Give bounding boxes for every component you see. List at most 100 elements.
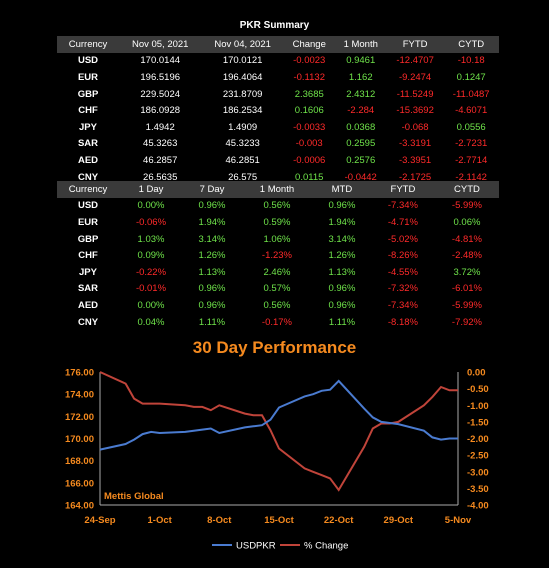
summary-row: USD 170.0144 170.0121 -0.0023 0.9461 -12.4707… [57, 53, 499, 70]
summary-value-cell: 0.0556 [456, 121, 486, 133]
performance-currency-cell: AED [77, 299, 99, 311]
performance-row: AED 0.00% 0.96% 0.56% 0.96% -7.34% -5.99% [57, 297, 499, 314]
summary-value-cell: 0.1606 [294, 105, 324, 117]
performance-value-cell: -5.99% [451, 299, 483, 311]
performance-value-cell: 1.06% [263, 233, 291, 245]
summary-value-cell: 0.0368 [346, 121, 376, 133]
summary-value-cell: 196.5196 [140, 71, 181, 83]
performance-value-cell: 0.96% [198, 200, 226, 212]
x-tick-label: 24-Sep [84, 515, 115, 526]
performance-value-cell: -4.55% [387, 266, 418, 278]
performance-value-cell: -0.01% [135, 283, 167, 295]
summary-value-cell: 0.1247 [456, 71, 486, 83]
performance-value-cell: 0.56% [263, 299, 291, 311]
summary-value-cell: 0.2595 [346, 138, 376, 150]
performance-value-cell: -7.34% [387, 299, 418, 311]
summary-value-cell: -2.1725 [398, 171, 432, 183]
summary-value-cell: -2.284 [347, 105, 375, 117]
summary-title: PKR Summary [239, 20, 310, 31]
performance-currency-cell: JPY [79, 266, 97, 278]
summary-row: JPY 1.4942 1.4909 -0.0033 0.0368 -0.068 0.0556 [57, 119, 499, 136]
performance-value-cell: -2.48% [451, 250, 483, 262]
performance-header-cell: MTD [312, 181, 371, 198]
series-line-pct-change [99, 371, 458, 492]
summary-value-cell: -3.3191 [398, 138, 432, 150]
performance-value-cell: 1.94% [328, 216, 356, 228]
performance-currency-cell: SAR [77, 283, 99, 295]
summary-value-cell: -9.2474 [398, 71, 432, 83]
performance-value-cell: -0.17% [261, 316, 293, 328]
summary-value-cell: 1.4909 [228, 121, 258, 133]
performance-value-cell: 0.96% [328, 200, 356, 212]
right-tick-label: -2.50 [467, 451, 489, 462]
summary-value-cell: 186.0928 [140, 105, 181, 117]
performance-row: CHF 0.09% 1.26% -1.23% 1.26% -8.26% -2.48% [57, 247, 499, 264]
pkr-summary-table: Currency Nov 05, 2021 Nov 04, 2021 Change 1 … [57, 36, 499, 185]
summary-value-cell: -12.4707 [396, 55, 434, 67]
right-tick-label: -3.00 [467, 467, 489, 478]
left-tick-label: 170.00 [65, 434, 94, 445]
performance-header-cell: 7 Day [182, 181, 242, 198]
x-tick-label: 15-Oct [264, 515, 294, 526]
summary-value-cell: 186.2534 [222, 105, 263, 117]
legend-label-usdpkr: USDPKR [236, 541, 276, 552]
summary-value-cell: 1.4942 [145, 121, 175, 133]
summary-currency-cell: CNY [77, 171, 99, 183]
summary-value-cell: -0.068 [401, 121, 429, 133]
performance-value-cell: -7.34% [387, 200, 418, 212]
summary-currency-cell: EUR [77, 71, 99, 83]
performance-value-cell: -0.06% [135, 216, 167, 228]
summary-value-cell: 46.2857 [143, 154, 178, 166]
performance-value-cell: 1.94% [198, 216, 226, 228]
performance-value-cell: 3.14% [328, 233, 356, 245]
summary-value-cell: -3.3951 [398, 154, 432, 166]
performance-value-cell: 3.72% [453, 266, 481, 278]
summary-value-cell: 46.2851 [225, 154, 260, 166]
summary-value-cell: -0.003 [295, 138, 323, 150]
summary-row: GBP 229.5024 231.8709 2.3685 2.4312 -11.5249 -… [57, 86, 499, 103]
performance-row: EUR -0.06% 1.94% 0.59% 1.94% -4.71% 0.06% [57, 214, 499, 231]
performance-value-cell: 0.00% [137, 200, 165, 212]
performance-table: Currency 1 Day 7 Day 1 Month MTD FYTD CYTD USD 0… [57, 181, 499, 330]
performance-value-cell: -1.23% [261, 250, 293, 262]
performance-value-cell: 1.13% [198, 266, 226, 278]
summary-value-cell: -4.6071 [455, 105, 488, 117]
summary-value-cell: 26.5635 [143, 171, 178, 183]
summary-value-cell: -0.0442 [344, 171, 377, 183]
summary-header-cell: 1 Month [334, 36, 387, 53]
performance-value-cell: 0.96% [328, 283, 356, 295]
summary-header-row: Currency Nov 05, 2021 Nov 04, 2021 Change 1 … [57, 36, 499, 53]
performance-value-cell: -6.01% [451, 283, 483, 295]
performance-row: SAR -0.01% 0.96% 0.57% 0.96% -7.32% -6.01% [57, 281, 499, 298]
performance-value-cell: 0.06% [453, 216, 481, 228]
performance-value-cell: 2.46% [263, 266, 291, 278]
right-tick-label: -3.50 [467, 484, 489, 495]
summary-header-cell: Nov 04, 2021 [201, 36, 284, 53]
performance-value-cell: 1.03% [137, 233, 165, 245]
summary-row: AED 46.2857 46.2851 -0.0006 0.2576 -3.3951 -2.… [57, 152, 499, 169]
right-tick-label: -1.50 [467, 417, 489, 428]
performance-row: USD 0.00% 0.96% 0.56% 0.96% -7.34% -5.99% [57, 198, 499, 215]
performance-currency-cell: EUR [77, 216, 99, 228]
summary-row: EUR 196.5196 196.4064 -0.1132 1.162 -9.2474 0.… [57, 69, 499, 86]
performance-value-cell: 3.14% [198, 233, 226, 245]
performance-header-cell: FYTD [370, 181, 435, 198]
x-tick-label: 8-Oct [207, 515, 232, 526]
summary-value-cell: 0.9461 [346, 55, 376, 67]
performance-currency-cell: GBP [77, 233, 99, 245]
performance-value-cell: -0.22% [135, 266, 167, 278]
summary-value-cell: -0.0023 [293, 55, 326, 67]
summary-value-cell: -2.7231 [455, 138, 488, 150]
summary-value-cell: 1.162 [348, 71, 373, 83]
performance-value-cell: -8.26% [387, 250, 418, 262]
performance-value-cell: 0.04% [137, 316, 165, 328]
summary-value-cell: -11.0487 [452, 88, 490, 100]
summary-value-cell: 170.0121 [222, 55, 263, 67]
summary-value-cell: 0.0115 [295, 171, 324, 183]
summary-value-cell: -10.18 [457, 55, 485, 67]
summary-currency-cell: JPY [79, 121, 97, 133]
performance-currency-cell: CHF [78, 250, 98, 262]
x-tick-label: 22-Oct [324, 515, 354, 526]
summary-value-cell: -15.3692 [396, 105, 434, 117]
